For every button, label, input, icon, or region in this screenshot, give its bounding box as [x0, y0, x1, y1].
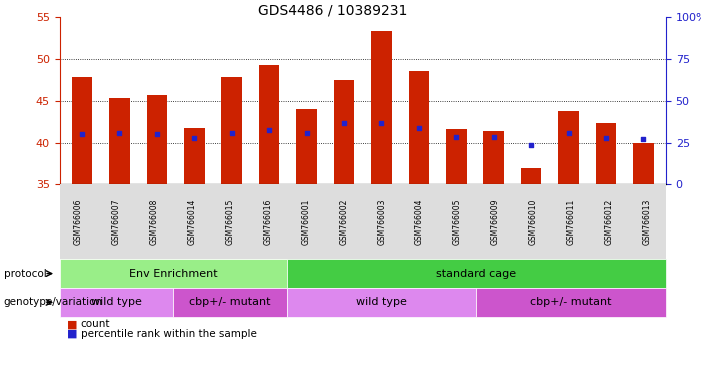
Text: genotype/variation: genotype/variation	[4, 297, 102, 308]
Point	[189, 135, 200, 141]
Text: protocol: protocol	[4, 268, 46, 279]
Point	[526, 142, 537, 148]
Text: wild type: wild type	[91, 297, 142, 308]
Text: GSM766010: GSM766010	[529, 199, 538, 245]
Text: Env Enrichment: Env Enrichment	[129, 268, 217, 279]
Text: GSM766001: GSM766001	[301, 199, 311, 245]
Bar	[596, 123, 616, 184]
Point	[151, 131, 163, 137]
Point	[226, 129, 238, 136]
Point	[376, 120, 387, 126]
Text: ■: ■	[67, 329, 77, 339]
Text: GSM766003: GSM766003	[377, 199, 386, 245]
Point	[451, 134, 462, 140]
Point	[76, 131, 88, 137]
Point	[264, 127, 275, 133]
Bar	[184, 128, 205, 184]
Bar	[297, 109, 317, 184]
Bar	[259, 65, 280, 184]
Text: GSM766005: GSM766005	[453, 199, 462, 245]
Text: cbp+/- mutant: cbp+/- mutant	[189, 297, 271, 308]
Text: GSM766016: GSM766016	[264, 199, 273, 245]
Text: GDS4486 / 10389231: GDS4486 / 10389231	[258, 4, 407, 18]
Point	[563, 130, 574, 136]
Text: GSM766002: GSM766002	[339, 199, 348, 245]
Text: standard cage: standard cage	[437, 268, 517, 279]
Text: wild type: wild type	[356, 297, 407, 308]
Point	[114, 130, 125, 136]
Bar	[558, 111, 579, 184]
Text: GSM766014: GSM766014	[188, 199, 197, 245]
Point	[638, 136, 649, 142]
Text: GSM766006: GSM766006	[74, 199, 83, 245]
Bar	[372, 31, 392, 184]
Text: GSM766011: GSM766011	[566, 199, 576, 245]
Bar	[72, 78, 93, 184]
Bar	[446, 129, 467, 184]
Text: GSM766007: GSM766007	[112, 199, 121, 245]
Text: cbp+/- mutant: cbp+/- mutant	[531, 297, 612, 308]
Bar	[633, 142, 654, 184]
Text: ■: ■	[67, 319, 77, 329]
Point	[488, 134, 499, 140]
Bar	[484, 131, 504, 184]
Text: count: count	[81, 319, 110, 329]
Point	[339, 120, 350, 126]
Bar	[334, 80, 354, 184]
Text: GSM766009: GSM766009	[491, 199, 500, 245]
Text: GSM766008: GSM766008	[150, 199, 159, 245]
Bar	[109, 98, 130, 184]
Text: GSM766013: GSM766013	[643, 199, 651, 245]
Text: GSM766004: GSM766004	[415, 199, 424, 245]
Bar	[409, 71, 429, 184]
Text: GSM766012: GSM766012	[604, 199, 613, 245]
Point	[601, 134, 612, 141]
Point	[414, 124, 425, 131]
Text: percentile rank within the sample: percentile rank within the sample	[81, 329, 257, 339]
Bar	[147, 95, 168, 184]
Text: GSM766015: GSM766015	[226, 199, 235, 245]
Point	[301, 129, 312, 136]
Bar	[222, 78, 242, 184]
Bar	[521, 167, 541, 184]
